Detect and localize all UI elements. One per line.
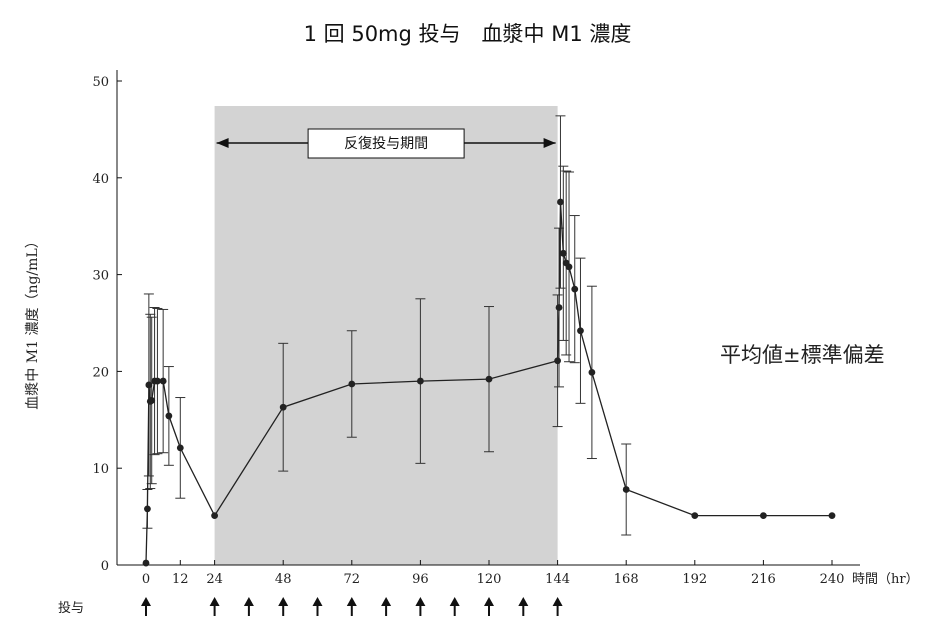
x-tick-label: 48 bbox=[275, 572, 292, 587]
mean-sd-annotation: 平均値±標準偏差 bbox=[720, 343, 885, 367]
dosing-arrow-head bbox=[552, 597, 563, 606]
data-point bbox=[565, 263, 573, 271]
data-point bbox=[577, 327, 584, 335]
series-line bbox=[145, 201, 832, 564]
data-point bbox=[348, 380, 356, 388]
period-arrow-left-head bbox=[216, 138, 229, 148]
y-tick-label: 10 bbox=[92, 462, 109, 477]
x-tick-label: 144 bbox=[545, 572, 570, 587]
x-tick-label: 12 bbox=[172, 572, 189, 587]
series-points bbox=[142, 198, 836, 567]
x-tick-label: 168 bbox=[614, 572, 639, 587]
dosing-arrow-head bbox=[141, 597, 151, 606]
period-arrow-right-head bbox=[543, 138, 556, 148]
dosing-period-label-box bbox=[307, 128, 465, 159]
chart-title: 1 回 50mg 投与 血漿中 M1 濃度 bbox=[303, 22, 632, 46]
x-tick-label: 120 bbox=[477, 572, 502, 587]
y-axis-label: 血漿中 M1 濃度（ng/mL） bbox=[25, 234, 41, 409]
data-point bbox=[828, 512, 836, 520]
data-point bbox=[760, 512, 767, 520]
x-tick-label: 216 bbox=[751, 572, 776, 587]
dosing-arrow-head bbox=[243, 597, 254, 606]
data-point bbox=[176, 444, 184, 452]
data-point bbox=[571, 285, 579, 293]
x-tick-label: 192 bbox=[682, 572, 707, 587]
y-tick-label: 40 bbox=[92, 172, 109, 187]
data-point bbox=[145, 381, 153, 389]
x-tick-label: 72 bbox=[344, 572, 361, 587]
data-point bbox=[144, 505, 151, 513]
data-point bbox=[691, 512, 699, 520]
dosing-label: 投与 bbox=[58, 600, 84, 616]
dosing-arrows bbox=[141, 597, 563, 616]
dosing-period-label: 反復投与期間 bbox=[344, 135, 428, 152]
data-point bbox=[148, 397, 156, 404]
data-point bbox=[279, 403, 287, 411]
x-tick-label: 96 bbox=[412, 572, 429, 587]
y-ticks: 0 10 20 30 40 50 bbox=[92, 75, 122, 574]
y-tick-label: 30 bbox=[92, 269, 109, 284]
data-point bbox=[154, 377, 161, 385]
dosing-arrow-head bbox=[449, 597, 460, 606]
x-axis-label: 時間（hr） bbox=[852, 572, 919, 587]
x-tick-label: 24 bbox=[206, 572, 223, 587]
dosing-arrow-head bbox=[278, 597, 289, 606]
x-tick-label: 240 bbox=[820, 572, 845, 587]
data-point bbox=[159, 377, 167, 385]
dosing-arrow-head bbox=[312, 597, 323, 606]
dosing-arrow-head bbox=[381, 597, 392, 606]
data-point bbox=[485, 375, 493, 383]
dosing-arrow-head bbox=[484, 597, 494, 606]
y-tick-label: 50 bbox=[92, 75, 109, 90]
x-ticks: 0 12 24 48 72 96 120 144 168 192 216 240 bbox=[142, 560, 845, 587]
data-point bbox=[165, 412, 173, 420]
dosing-period-shade bbox=[214, 106, 558, 565]
y-tick-label: 20 bbox=[92, 365, 109, 380]
data-point bbox=[211, 512, 219, 520]
y-tick-label: 0 bbox=[101, 559, 109, 574]
dosing-arrow-head bbox=[415, 597, 426, 606]
data-point bbox=[142, 559, 150, 567]
data-point bbox=[555, 304, 563, 311]
x-tick-label: 0 bbox=[142, 572, 150, 587]
data-point bbox=[554, 357, 561, 365]
data-point bbox=[622, 486, 630, 493]
dosing-arrow-head bbox=[518, 597, 529, 606]
data-point bbox=[559, 249, 567, 257]
data-point bbox=[417, 377, 424, 385]
data-point bbox=[557, 198, 564, 206]
data-point bbox=[588, 368, 596, 376]
dosing-arrow-head bbox=[346, 597, 357, 606]
dosing-arrow-head bbox=[209, 597, 220, 606]
